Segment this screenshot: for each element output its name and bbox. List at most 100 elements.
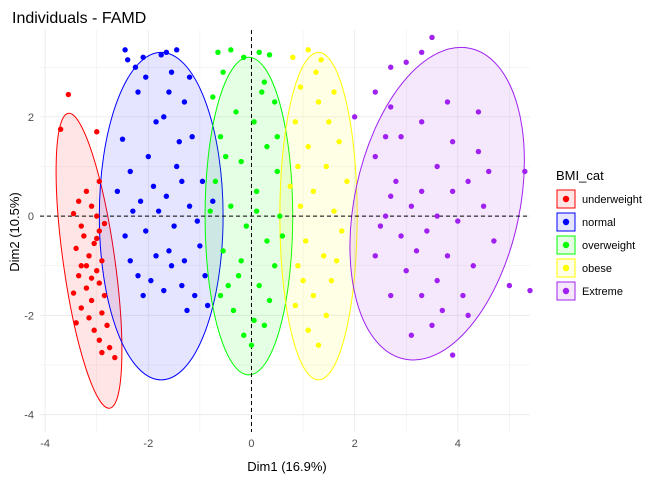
- point-normal: [202, 272, 208, 279]
- point-obese: [300, 277, 306, 284]
- point-normal: [135, 272, 141, 279]
- point-Extreme: [429, 34, 435, 41]
- point-overweight: [210, 94, 216, 100]
- point-normal: [143, 228, 149, 234]
- legend-label-normal: normal: [582, 217, 616, 229]
- point-overweight: [274, 134, 280, 140]
- point-normal: [130, 208, 136, 214]
- point-Extreme: [455, 218, 461, 224]
- point-obese: [305, 327, 311, 333]
- ellipse-underweight: [55, 112, 123, 409]
- point-normal: [145, 153, 152, 160]
- point-Extreme: [388, 64, 394, 70]
- legend-dot-underweight: [562, 195, 570, 203]
- x-tick-label: 2: [352, 438, 358, 450]
- point-Extreme: [351, 114, 358, 120]
- point-normal: [132, 64, 139, 70]
- point-overweight: [256, 49, 262, 56]
- point-Extreme: [418, 188, 425, 194]
- point-normal: [204, 302, 211, 309]
- legend-label-Extreme: Extreme: [582, 286, 623, 298]
- point-normal: [127, 258, 133, 264]
- point-normal: [163, 193, 170, 199]
- point-underweight: [88, 203, 95, 209]
- point-Extreme: [444, 99, 451, 105]
- point-underweight: [99, 310, 105, 316]
- data-points: [57, 34, 533, 361]
- point-obese: [305, 143, 311, 150]
- point-normal: [148, 277, 154, 284]
- point-overweight: [238, 258, 244, 264]
- point-obese: [302, 238, 309, 244]
- point-Extreme: [486, 168, 492, 175]
- point-normal: [210, 198, 216, 204]
- point-overweight: [271, 263, 278, 269]
- point-overweight: [277, 213, 283, 219]
- point-obese: [333, 258, 340, 264]
- point-Extreme: [418, 119, 425, 125]
- y-tick-label: -2: [24, 310, 34, 322]
- point-obese: [315, 99, 322, 105]
- point-Extreme: [372, 253, 378, 259]
- legend-label-obese: obese: [582, 263, 612, 275]
- point-Extreme: [388, 292, 394, 299]
- point-underweight: [106, 344, 113, 351]
- point-underweight: [94, 235, 100, 242]
- point-Extreme: [403, 268, 409, 274]
- point-normal: [194, 218, 201, 224]
- point-underweight: [99, 258, 105, 264]
- point-underweight: [88, 275, 95, 281]
- point-overweight: [243, 223, 250, 229]
- point-underweight: [83, 188, 90, 194]
- point-overweight: [238, 158, 244, 165]
- point-overweight: [259, 89, 265, 95]
- point-underweight: [70, 210, 77, 217]
- point-obese: [295, 163, 301, 170]
- point-obese: [297, 84, 304, 90]
- point-Extreme: [439, 307, 446, 314]
- point-Extreme: [506, 282, 513, 289]
- point-obese: [323, 312, 329, 319]
- point-overweight: [261, 79, 268, 85]
- point-Extreme: [398, 134, 404, 140]
- point-underweight: [104, 322, 110, 328]
- point-normal: [150, 183, 157, 190]
- point-underweight: [91, 240, 97, 247]
- point-obese: [331, 89, 337, 95]
- point-normal: [119, 136, 126, 142]
- point-obese: [310, 188, 317, 194]
- point-normal: [166, 248, 172, 254]
- point-overweight: [271, 99, 278, 105]
- point-Extreme: [465, 312, 471, 319]
- point-normal: [122, 47, 128, 53]
- axis-ticks: -4 -2 0 2 4 -4 -2 0 2: [24, 112, 461, 450]
- reference-lines: [40, 30, 530, 432]
- point-Extreme: [449, 138, 456, 145]
- point-Extreme: [418, 292, 425, 299]
- x-tick-label: 4: [455, 438, 461, 450]
- point-obese: [315, 342, 322, 348]
- point-obese: [326, 119, 332, 125]
- point-Extreme: [398, 233, 404, 239]
- point-underweight: [78, 263, 84, 269]
- point-Extreme: [393, 178, 399, 185]
- point-Extreme: [424, 228, 430, 234]
- legend: BMI_cat underweight normal overweight obese…: [556, 168, 642, 301]
- point-normal: [140, 292, 146, 299]
- point-overweight: [279, 233, 286, 239]
- point-underweight: [101, 292, 108, 299]
- point-overweight: [248, 342, 255, 348]
- point-underweight: [75, 272, 82, 279]
- point-underweight: [81, 233, 87, 239]
- point-normal: [153, 253, 159, 259]
- point-normal: [179, 282, 185, 289]
- point-Extreme: [522, 168, 528, 175]
- point-normal: [197, 243, 203, 249]
- point-normal: [192, 292, 198, 299]
- point-overweight: [241, 54, 247, 60]
- point-underweight: [112, 354, 118, 361]
- point-overweight: [274, 168, 280, 175]
- point-underweight: [96, 280, 103, 286]
- point-Extreme: [413, 248, 420, 254]
